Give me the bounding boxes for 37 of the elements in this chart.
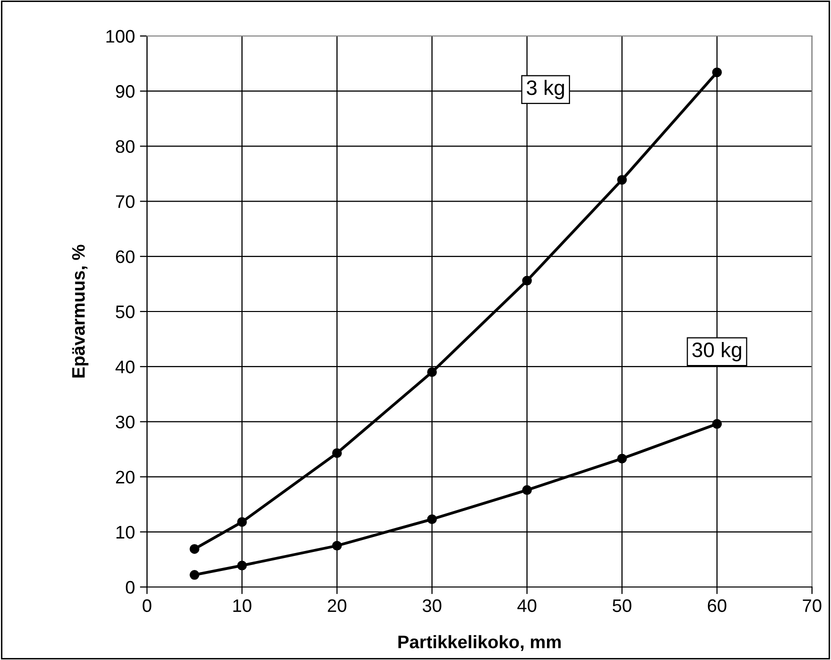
point <box>332 540 342 551</box>
x-axis-title: Partikkelikoko, mm <box>398 635 561 651</box>
y-tick-label: 100 <box>106 30 134 43</box>
point <box>190 544 200 554</box>
y-tick-label: 20 <box>116 470 134 484</box>
y-tick-label: 70 <box>116 195 134 208</box>
y-tick-label: 30 <box>116 416 134 428</box>
point <box>427 367 437 377</box>
point <box>617 174 627 185</box>
x-tick-label: 10 <box>233 599 252 612</box>
point <box>522 276 532 286</box>
point <box>427 514 437 524</box>
x-tick-label: 70 <box>802 599 822 612</box>
x-tick-label: 50 <box>612 599 632 612</box>
y-tick-label: 10 <box>116 526 134 539</box>
x-tick-label: 40 <box>517 599 536 612</box>
point <box>712 68 722 78</box>
x-tick-label: 0 <box>142 599 152 612</box>
y-tick-label: 60 <box>116 250 134 264</box>
point <box>237 560 247 570</box>
point <box>617 454 627 464</box>
text: 30 kg <box>692 342 742 362</box>
y-tick-label: 40 <box>116 360 134 374</box>
y-tick-label: 90 <box>116 85 134 98</box>
point <box>522 485 532 495</box>
point <box>237 517 247 527</box>
y-tick-label: 50 <box>116 305 134 318</box>
y-tick-label: 80 <box>116 140 134 153</box>
point <box>712 419 722 429</box>
x-tick-label: 60 <box>708 599 726 612</box>
x-tick-label: 30 <box>422 599 442 612</box>
point <box>190 570 200 580</box>
text: 3 kg <box>526 80 564 100</box>
x-tick-label: 20 <box>328 599 346 612</box>
point <box>332 448 342 458</box>
y-axis-title: Epävarmuus, % <box>72 244 88 378</box>
y-tick-label: 0 <box>126 580 134 594</box>
